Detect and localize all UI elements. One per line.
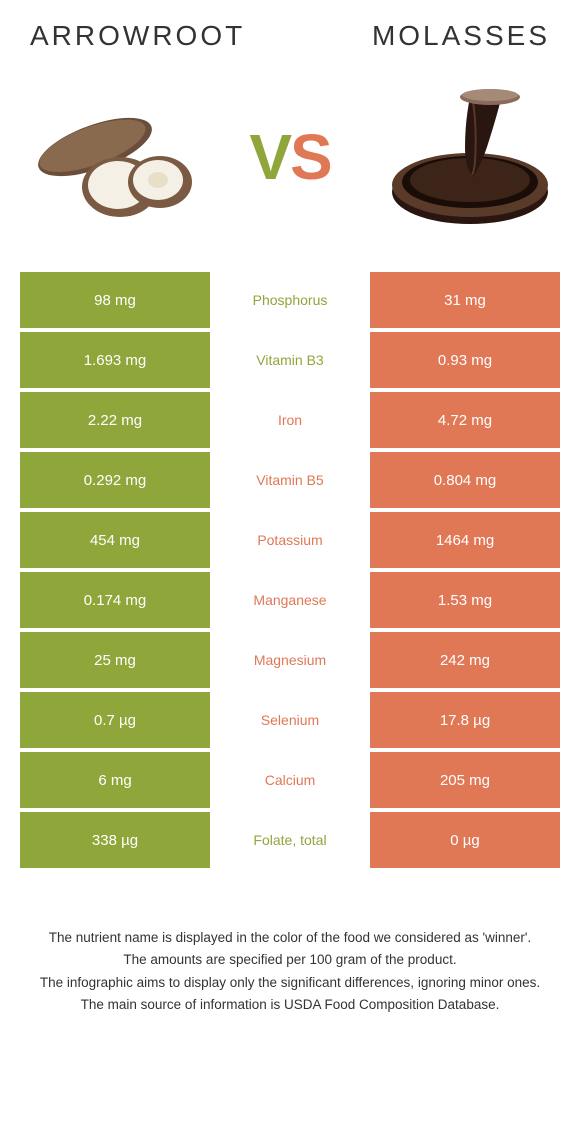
nutrient-name-cell: Magnesium <box>210 632 370 688</box>
table-row: 6 mgCalcium205 mg <box>20 752 560 808</box>
nutrient-comparison-table: 98 mgPhosphorus31 mg1.693 mgVitamin B30.… <box>20 272 560 868</box>
footer-line-3: The infographic aims to display only the… <box>30 973 550 993</box>
nutrient-name-cell: Phosphorus <box>210 272 370 328</box>
table-row: 25 mgMagnesium242 mg <box>20 632 560 688</box>
left-value-cell: 25 mg <box>20 632 210 688</box>
nutrient-name-cell: Vitamin B5 <box>210 452 370 508</box>
right-value-cell: 242 mg <box>370 632 560 688</box>
footer-line-2: The amounts are specified per 100 gram o… <box>30 950 550 970</box>
table-row: 98 mgPhosphorus31 mg <box>20 272 560 328</box>
nutrient-name-cell: Potassium <box>210 512 370 568</box>
nutrient-name-cell: Manganese <box>210 572 370 628</box>
nutrient-name-cell: Folate, total <box>210 812 370 868</box>
left-value-cell: 6 mg <box>20 752 210 808</box>
right-value-cell: 0.804 mg <box>370 452 560 508</box>
footer-line-1: The nutrient name is displayed in the co… <box>30 928 550 948</box>
right-food-title: Molasses <box>372 20 550 52</box>
right-value-cell: 1464 mg <box>370 512 560 568</box>
food-images-row: VS <box>20 72 560 242</box>
right-value-cell: 17.8 µg <box>370 692 560 748</box>
comparison-header: Arrowroot Molasses <box>20 20 560 52</box>
nutrient-name-cell: Calcium <box>210 752 370 808</box>
left-value-cell: 338 µg <box>20 812 210 868</box>
table-row: 0.7 µgSelenium17.8 µg <box>20 692 560 748</box>
table-row: 338 µgFolate, total0 µg <box>20 812 560 868</box>
table-row: 454 mgPotassium1464 mg <box>20 512 560 568</box>
footer-line-4: The main source of information is USDA F… <box>30 995 550 1015</box>
table-row: 0.292 mgVitamin B50.804 mg <box>20 452 560 508</box>
left-value-cell: 0.7 µg <box>20 692 210 748</box>
table-row: 1.693 mgVitamin B30.93 mg <box>20 332 560 388</box>
left-value-cell: 1.693 mg <box>20 332 210 388</box>
arrowroot-image <box>25 77 215 237</box>
molasses-image <box>365 77 555 237</box>
footer-notes: The nutrient name is displayed in the co… <box>20 928 560 1015</box>
right-value-cell: 31 mg <box>370 272 560 328</box>
left-value-cell: 98 mg <box>20 272 210 328</box>
left-food-title: Arrowroot <box>30 20 245 52</box>
nutrient-name-cell: Vitamin B3 <box>210 332 370 388</box>
nutrient-name-cell: Selenium <box>210 692 370 748</box>
right-value-cell: 0 µg <box>370 812 560 868</box>
table-row: 2.22 mgIron4.72 mg <box>20 392 560 448</box>
nutrient-name-cell: Iron <box>210 392 370 448</box>
left-value-cell: 2.22 mg <box>20 392 210 448</box>
right-value-cell: 205 mg <box>370 752 560 808</box>
right-value-cell: 0.93 mg <box>370 332 560 388</box>
right-value-cell: 1.53 mg <box>370 572 560 628</box>
table-row: 0.174 mgManganese1.53 mg <box>20 572 560 628</box>
vs-label: VS <box>249 120 330 194</box>
left-value-cell: 0.292 mg <box>20 452 210 508</box>
right-value-cell: 4.72 mg <box>370 392 560 448</box>
left-value-cell: 0.174 mg <box>20 572 210 628</box>
left-value-cell: 454 mg <box>20 512 210 568</box>
